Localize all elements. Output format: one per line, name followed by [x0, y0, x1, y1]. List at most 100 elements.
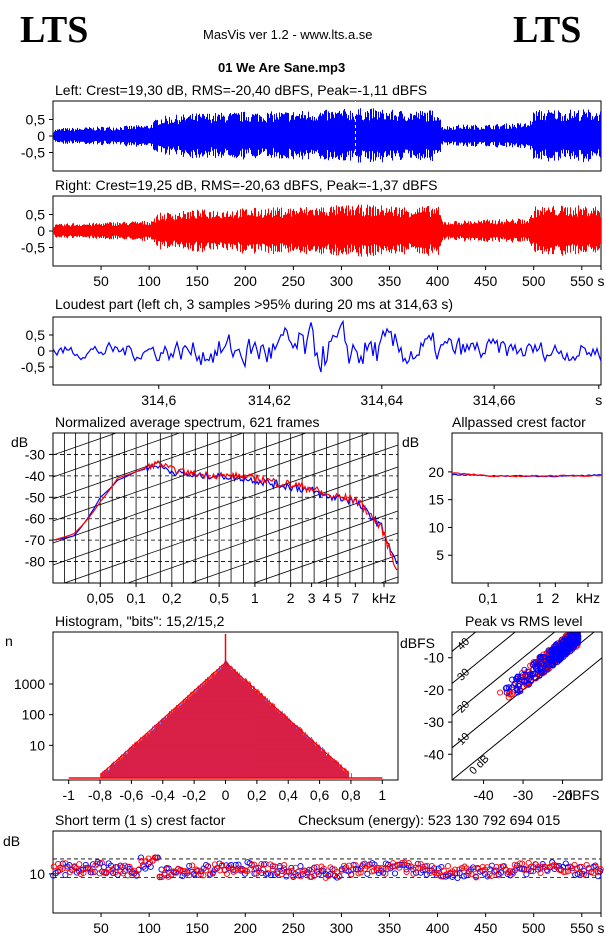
loudest-ytick-0: 0,5: [26, 327, 46, 343]
peak-rms-title: Peak vs RMS level: [465, 613, 583, 629]
spectrum-ytick-4: -70: [25, 532, 45, 548]
peak-rms-point: [557, 647, 564, 654]
peak-rms-point: [554, 640, 561, 647]
peak-rms-point: [541, 653, 548, 661]
short-crest-point: [297, 863, 304, 870]
histogram-bars-right: [100, 661, 352, 778]
peak-rms-point: [521, 666, 528, 673]
short-crest-point: [516, 860, 523, 867]
spectrum-slope-16: [253, 532, 398, 583]
short-crest-point: [422, 866, 429, 873]
histogram-ytick-1: 100: [22, 707, 46, 723]
short-crest-xtick-6: 350: [378, 920, 402, 936]
spectrum-xtick-0: 0,05: [87, 590, 114, 606]
peak-rms-point: [526, 671, 533, 678]
histogram-xtick-4: -0,2: [182, 787, 206, 803]
short-crest-point: [163, 866, 170, 873]
short-crest-point: [147, 863, 154, 870]
peak-rms-point: [568, 632, 575, 636]
short-crest-point: [486, 871, 493, 878]
short-crest-point: [62, 871, 69, 879]
peak-rms-point: [549, 650, 556, 657]
loudest-xtick-0: 314,6: [141, 392, 176, 408]
short-crest-point: [76, 861, 83, 868]
spectrum-title: Normalized average spectrum, 621 frames: [55, 414, 320, 430]
short-crest-point: [519, 860, 526, 867]
spectrum-slope-9: [53, 433, 244, 500]
short-crest-point: [154, 854, 161, 862]
short-crest-point: [129, 868, 136, 876]
crest-ytick-2: 10: [428, 519, 444, 535]
peak-rms-point: [545, 647, 552, 654]
short-crest-xtick-8: 450: [474, 920, 498, 936]
short-crest-point: [338, 867, 345, 874]
short-crest-point: [264, 870, 271, 877]
short-crest-point: [495, 872, 502, 879]
spectrum-slope-11: [53, 433, 371, 544]
time-tick-5: 300: [330, 273, 354, 289]
short-crest-point: [64, 863, 71, 870]
short-crest-points-right: [50, 854, 604, 881]
short-crest-point: [251, 870, 258, 877]
crest-xtick-3: kHz: [576, 590, 600, 606]
short-crest-point: [523, 871, 530, 878]
peak-rms-point: [563, 648, 570, 655]
short-crest-point: [595, 873, 602, 880]
left-ytick-0: 0,5: [26, 112, 46, 128]
peak-rms-point: [576, 624, 581, 629]
short-crest-point: [456, 869, 463, 877]
peak-rms-point: [517, 688, 524, 695]
time-tick-11: s: [598, 273, 605, 289]
short-crest-point: [133, 871, 140, 879]
peak-rms-point: [536, 662, 543, 669]
short-crest-point: [239, 867, 246, 874]
short-crest-point: [156, 873, 163, 880]
short-crest-point: [408, 863, 415, 870]
spectrum-xtick-2: 0,2: [162, 590, 182, 606]
crest-ylabel: dB: [402, 434, 419, 450]
short-crest-point: [320, 865, 327, 872]
short-crest-point: [149, 857, 156, 864]
spectrum-xtick-7: 4: [323, 590, 331, 606]
short-crest-point: [405, 862, 412, 869]
histogram-ytick-2: 10: [29, 737, 45, 753]
short-crest-point: [396, 864, 403, 871]
short-crest-point: [399, 859, 406, 866]
short-crest-point: [539, 863, 546, 870]
spectrum-slope-15: [189, 510, 398, 583]
short-crest-xtick-10: 550: [570, 920, 594, 936]
peak-rms-point: [541, 668, 548, 675]
crest-ytick-0: 20: [428, 464, 444, 480]
short-crest-point: [366, 861, 373, 868]
short-crest-point: [488, 872, 495, 879]
short-crest-point: [288, 867, 295, 874]
short-crest-point: [315, 868, 322, 875]
peak-rms-frame: [451, 631, 603, 781]
short-crest-point: [62, 860, 69, 867]
short-crest-point: [497, 863, 504, 870]
peak-rms-point: [544, 664, 551, 671]
left-waveform-path: [53, 108, 601, 163]
time-tick-7: 400: [426, 273, 450, 289]
short-crest-point: [493, 863, 500, 871]
spectrum-xtick-4: 1: [251, 590, 259, 606]
short-crest-point: [294, 868, 301, 875]
right-ytick-0: 0,5: [26, 207, 46, 223]
spectrum-ylabel: dB: [11, 434, 28, 450]
loudest-ytick-2: -0,5: [21, 359, 45, 375]
short-crest-xtick-11: s: [598, 920, 605, 936]
right-ytick-1: 0: [37, 223, 45, 239]
short-crest-point: [124, 863, 131, 870]
short-crest-point: [306, 873, 314, 880]
short-crest-point: [170, 868, 177, 875]
peak-rms-ytick-1: -20: [424, 682, 444, 698]
lts-logo-left: LTS: [20, 9, 89, 51]
spectrum-slope-12: [53, 444, 398, 566]
histogram-xtick-5: 0: [222, 787, 230, 803]
short-crest-point: [562, 868, 569, 875]
peak-rms-point: [552, 655, 559, 662]
short-crest-point: [223, 870, 230, 877]
short-crest-point: [96, 870, 103, 877]
short-crest-point: [454, 874, 461, 882]
spectrum-slope-7: [53, 433, 118, 456]
